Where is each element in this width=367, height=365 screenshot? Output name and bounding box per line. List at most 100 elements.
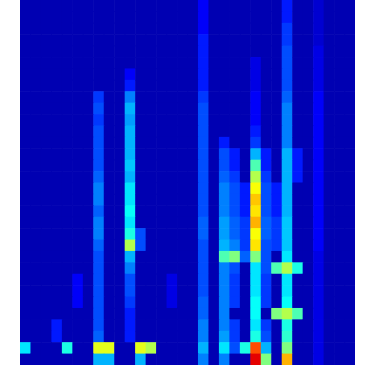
heatmap-cell (240, 91, 251, 103)
heatmap-cell (303, 11, 314, 23)
heatmap-cell (146, 137, 157, 149)
heatmap-cell (125, 0, 136, 12)
heatmap-cell (250, 23, 261, 35)
heatmap-cell (30, 125, 41, 137)
heatmap-cell (104, 125, 115, 137)
heatmap-cell (240, 262, 251, 274)
heatmap-cell (62, 354, 73, 365)
heatmap-cell (313, 137, 324, 149)
heatmap-cell (114, 228, 125, 240)
heatmap-cell (313, 331, 324, 343)
heatmap-cell (104, 194, 115, 206)
heatmap-cell (125, 11, 136, 23)
heatmap-cell (282, 103, 293, 115)
heatmap-cell (156, 274, 167, 286)
heatmap-cell (219, 285, 230, 297)
heatmap-cell (303, 46, 314, 58)
heatmap-cell (282, 34, 293, 46)
heatmap-cell (20, 217, 31, 229)
heatmap-cell (229, 262, 240, 274)
heatmap-cell (156, 262, 167, 274)
heatmap-cell (345, 46, 355, 58)
heatmap-cell (177, 194, 188, 206)
heatmap-cell (208, 240, 219, 252)
heatmap-cell (83, 103, 94, 115)
heatmap-cell (208, 308, 219, 320)
heatmap-cell (83, 308, 94, 320)
heatmap-cell (303, 331, 314, 343)
heatmap-cell (135, 114, 146, 126)
heatmap-cell (324, 342, 335, 354)
heatmap-cell (229, 285, 240, 297)
heatmap-cell (167, 68, 178, 80)
heatmap-cell (146, 205, 157, 217)
heatmap-cell (334, 68, 345, 80)
heatmap-cell (114, 34, 125, 46)
heatmap-cell (324, 183, 335, 195)
heatmap-cell (72, 160, 83, 172)
heatmap-cell (282, 171, 293, 183)
heatmap-cell (20, 125, 31, 137)
heatmap-cell (229, 23, 240, 35)
heatmap-cell (198, 125, 209, 137)
heatmap-cell (83, 297, 94, 309)
heatmap-cell (229, 148, 240, 160)
heatmap-cell (51, 262, 62, 274)
heatmap-cell (51, 205, 62, 217)
heatmap-cell (324, 251, 335, 263)
heatmap-cell (271, 11, 282, 23)
heatmap-cell (324, 205, 335, 217)
heatmap-cell (188, 46, 199, 58)
heatmap-cell (261, 240, 272, 252)
heatmap-cell (62, 262, 73, 274)
heatmap-cell (41, 308, 52, 320)
heatmap-cell (30, 91, 41, 103)
heatmap-cell (198, 103, 209, 115)
heatmap-cell (146, 11, 157, 23)
heatmap-cell (334, 57, 345, 69)
heatmap-cell (345, 285, 355, 297)
heatmap-cell (51, 148, 62, 160)
heatmap-cell (41, 0, 52, 12)
heatmap-cell (303, 183, 314, 195)
heatmap-cell (324, 160, 335, 172)
heatmap-cell (188, 160, 199, 172)
heatmap-cell (303, 240, 314, 252)
heatmap-cell (240, 103, 251, 115)
heatmap-cell (41, 240, 52, 252)
heatmap-cell (156, 160, 167, 172)
heatmap-cell (208, 148, 219, 160)
heatmap-cell (30, 103, 41, 115)
heatmap-cell (114, 171, 125, 183)
heatmap-cell (104, 80, 115, 92)
heatmap-cell (313, 103, 324, 115)
heatmap-cell (146, 274, 157, 286)
heatmap-cell (334, 228, 345, 240)
heatmap-cell (156, 183, 167, 195)
heatmap-cell (271, 137, 282, 149)
heatmap-cell (146, 125, 157, 137)
heatmap-cell (292, 183, 303, 195)
heatmap-cell (104, 57, 115, 69)
heatmap-cell (125, 319, 136, 331)
heatmap-cell (41, 148, 52, 160)
heatmap-cell (62, 46, 73, 58)
heatmap-cell (104, 160, 115, 172)
heatmap-cell (72, 194, 83, 206)
heatmap-cell (93, 103, 104, 115)
heatmap-cell (334, 342, 345, 354)
heatmap-cell (334, 262, 345, 274)
heatmap-cell (271, 80, 282, 92)
heatmap-cell (125, 91, 136, 103)
heatmap-cell (146, 46, 157, 58)
heatmap-cell (51, 160, 62, 172)
heatmap-cell (167, 297, 178, 309)
heatmap-cell (125, 171, 136, 183)
heatmap-cell (114, 125, 125, 137)
heatmap-cell (177, 354, 188, 365)
heatmap-cell (292, 205, 303, 217)
heatmap-cell (41, 183, 52, 195)
heatmap-cell (114, 160, 125, 172)
heatmap-cell (208, 80, 219, 92)
heatmap-cell (20, 0, 31, 12)
